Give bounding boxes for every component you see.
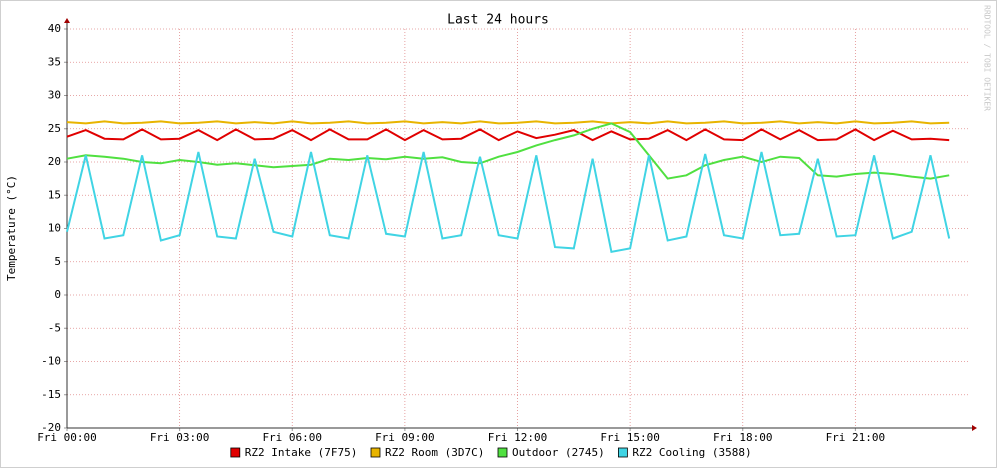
y-tick-label: 35 — [48, 55, 61, 68]
x-tick-label: Fri 03:00 — [150, 431, 210, 444]
y-tick-label: -15 — [41, 388, 61, 401]
y-tick-label: 25 — [48, 122, 61, 135]
y-axis-label: Temperature (°C) — [5, 175, 18, 281]
legend-swatch — [618, 447, 628, 458]
chart-title: Last 24 hours — [447, 13, 549, 28]
legend: RZ2 Intake (7F75) RZ2 Room (3D7C) Outdoor … — [230, 446, 752, 459]
x-tick-label: Fri 15:00 — [600, 431, 660, 444]
x-tick-label: Fri 12:00 — [488, 431, 548, 444]
series-line — [66, 151, 951, 253]
y-tick-label: 20 — [48, 155, 61, 168]
series-line — [66, 122, 950, 180]
watermark: RRDTOOL / TOBI OETIKER — [983, 5, 992, 111]
y-tick-label: 30 — [48, 89, 61, 102]
x-tick-label: Fri 06:00 — [262, 431, 322, 444]
legend-swatch — [230, 447, 241, 458]
x-tick-label: Fri 09:00 — [375, 431, 435, 444]
legend-label: RZ2 Room (3D7C) — [385, 446, 484, 459]
y-tick-label: 15 — [48, 188, 61, 201]
legend-label: RZ2 Intake (7F75) — [245, 446, 358, 459]
legend-label: RZ2 Cooling (3588) — [632, 446, 751, 459]
y-tick-label: -10 — [41, 355, 61, 368]
x-tick-label: Fri 21:00 — [826, 431, 886, 444]
x-tick-label: Fri 00:00 — [37, 431, 97, 444]
axis-arrow — [64, 18, 70, 23]
y-tick-label: -5 — [48, 321, 61, 334]
y-tick-label: 40 — [48, 22, 61, 35]
legend-swatch — [370, 447, 381, 458]
plot-area — [64, 18, 977, 431]
series-line — [66, 120, 950, 125]
legend-label: Outdoor (2745) — [512, 446, 605, 459]
x-tick-label: Fri 18:00 — [713, 431, 773, 444]
y-tick-label: 10 — [48, 222, 61, 235]
y-tick-label: 5 — [54, 255, 61, 268]
legend-swatch — [497, 447, 508, 458]
y-tick-label: -20 — [41, 421, 61, 434]
series-line — [66, 128, 950, 142]
axis-arrow — [972, 425, 977, 431]
y-tick-label: 0 — [54, 288, 61, 301]
